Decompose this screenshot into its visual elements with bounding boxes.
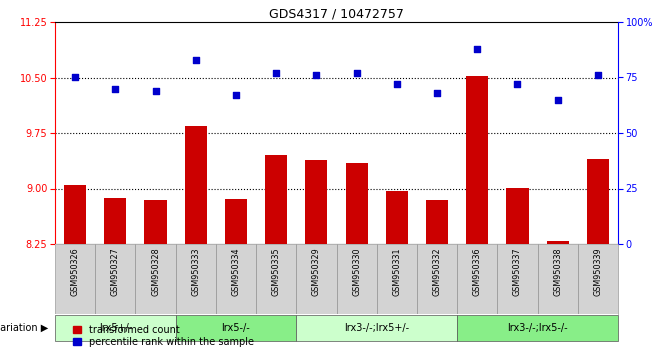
Text: GSM950338: GSM950338: [553, 247, 562, 296]
Point: [512, 81, 522, 87]
Bar: [457, 315, 618, 341]
Bar: [64, 185, 86, 244]
Bar: [55, 315, 176, 341]
Bar: [547, 241, 569, 244]
Bar: [386, 191, 408, 244]
Text: GSM950326: GSM950326: [70, 247, 80, 296]
Text: GSM950327: GSM950327: [111, 247, 120, 296]
Point: [553, 97, 563, 103]
Point: [432, 90, 442, 96]
Bar: [578, 244, 618, 314]
Point: [231, 92, 241, 98]
Text: GSM950333: GSM950333: [191, 247, 200, 296]
Text: GSM950335: GSM950335: [272, 247, 281, 296]
Bar: [145, 200, 166, 244]
Text: lrx3-/-;lrx5+/-: lrx3-/-;lrx5+/-: [344, 323, 409, 333]
Bar: [538, 244, 578, 314]
Bar: [216, 244, 256, 314]
Point: [472, 46, 482, 51]
Point: [110, 86, 120, 91]
Text: lrx5-/-: lrx5-/-: [222, 323, 250, 333]
Bar: [497, 244, 538, 314]
Bar: [296, 315, 457, 341]
Bar: [296, 244, 336, 314]
Bar: [507, 188, 528, 244]
Point: [150, 88, 161, 94]
Bar: [426, 200, 448, 244]
Point: [593, 73, 603, 78]
Bar: [587, 159, 609, 244]
Bar: [256, 244, 296, 314]
Bar: [185, 126, 207, 244]
Bar: [417, 244, 457, 314]
Bar: [95, 244, 136, 314]
Point: [190, 57, 201, 63]
Text: GSM950334: GSM950334: [232, 247, 240, 296]
Text: GSM950330: GSM950330: [352, 247, 361, 296]
Bar: [225, 199, 247, 244]
Title: GDS4317 / 10472757: GDS4317 / 10472757: [269, 8, 404, 21]
Bar: [176, 244, 216, 314]
Bar: [336, 244, 377, 314]
Text: GSM950329: GSM950329: [312, 247, 321, 296]
Bar: [265, 155, 288, 244]
Bar: [377, 244, 417, 314]
Text: lrx5+/-: lrx5+/-: [99, 323, 132, 333]
Text: lrx3-/-;lrx5-/-: lrx3-/-;lrx5-/-: [507, 323, 568, 333]
Text: genotype/variation ▶: genotype/variation ▶: [0, 323, 49, 333]
Bar: [466, 76, 488, 244]
Point: [70, 75, 80, 80]
Text: GSM950337: GSM950337: [513, 247, 522, 296]
Point: [271, 70, 282, 76]
Text: GSM950331: GSM950331: [392, 247, 401, 296]
Text: GSM950332: GSM950332: [432, 247, 442, 296]
Text: GSM950339: GSM950339: [594, 247, 602, 296]
Point: [351, 70, 362, 76]
Bar: [104, 198, 126, 244]
Point: [311, 73, 322, 78]
Point: [392, 81, 402, 87]
Bar: [176, 315, 296, 341]
Bar: [457, 244, 497, 314]
Bar: [345, 162, 368, 244]
Text: GSM950336: GSM950336: [472, 247, 482, 296]
Legend: transformed count, percentile rank within the sample: transformed count, percentile rank withi…: [73, 325, 253, 347]
Bar: [136, 244, 176, 314]
Bar: [55, 244, 95, 314]
Bar: [305, 160, 328, 244]
Text: GSM950328: GSM950328: [151, 247, 160, 296]
